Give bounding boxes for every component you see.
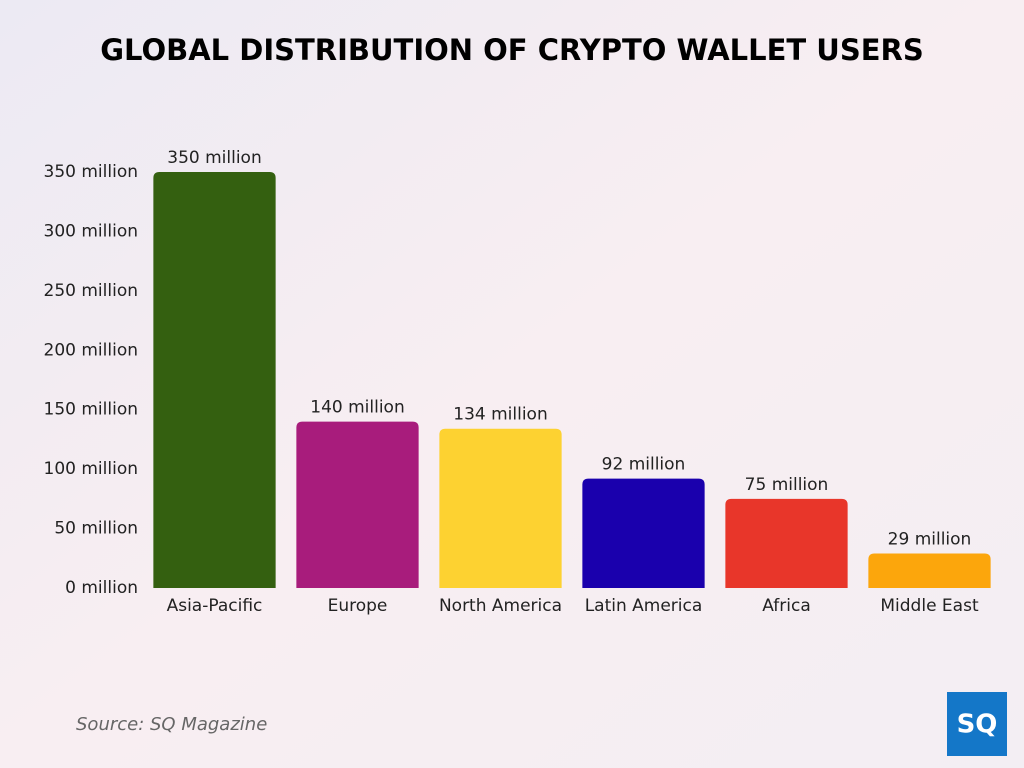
y-tick-label: 250 million [44,281,138,301]
y-tick-label: 100 million [44,459,138,479]
value-label: 92 million [602,455,686,475]
x-tick-label: Middle East [880,596,979,616]
x-tick-label: North America [439,596,562,616]
value-label: 134 million [453,405,547,425]
bar [153,172,276,588]
value-label: 350 million [167,148,261,168]
chart-title: GLOBAL DISTRIBUTION OF CRYPTO WALLET USE… [100,33,924,67]
bar [296,421,419,588]
y-tick-label: 350 million [44,162,138,182]
value-label: 75 million [745,475,829,495]
logo-box [947,692,1007,756]
bar [725,498,848,588]
logo: SQ [957,710,998,740]
bar [868,553,991,588]
value-label: 29 million [888,530,972,550]
y-tick-label: 300 million [44,221,138,241]
y-tick-label: 200 million [44,340,138,360]
x-tick-label: Asia-Pacific [167,596,263,616]
x-tick-label: Africa [762,596,811,616]
y-tick-label: 50 million [54,519,138,539]
x-tick-label: Europe [328,596,388,616]
x-tick-label: Latin America [585,596,703,616]
bar [582,478,705,588]
bar [439,428,562,588]
y-tick-label: 0 million [65,578,138,598]
value-label: 140 million [310,398,404,418]
source: Source: SQ Magazine [76,714,267,735]
y-tick-label: 150 million [44,400,138,420]
